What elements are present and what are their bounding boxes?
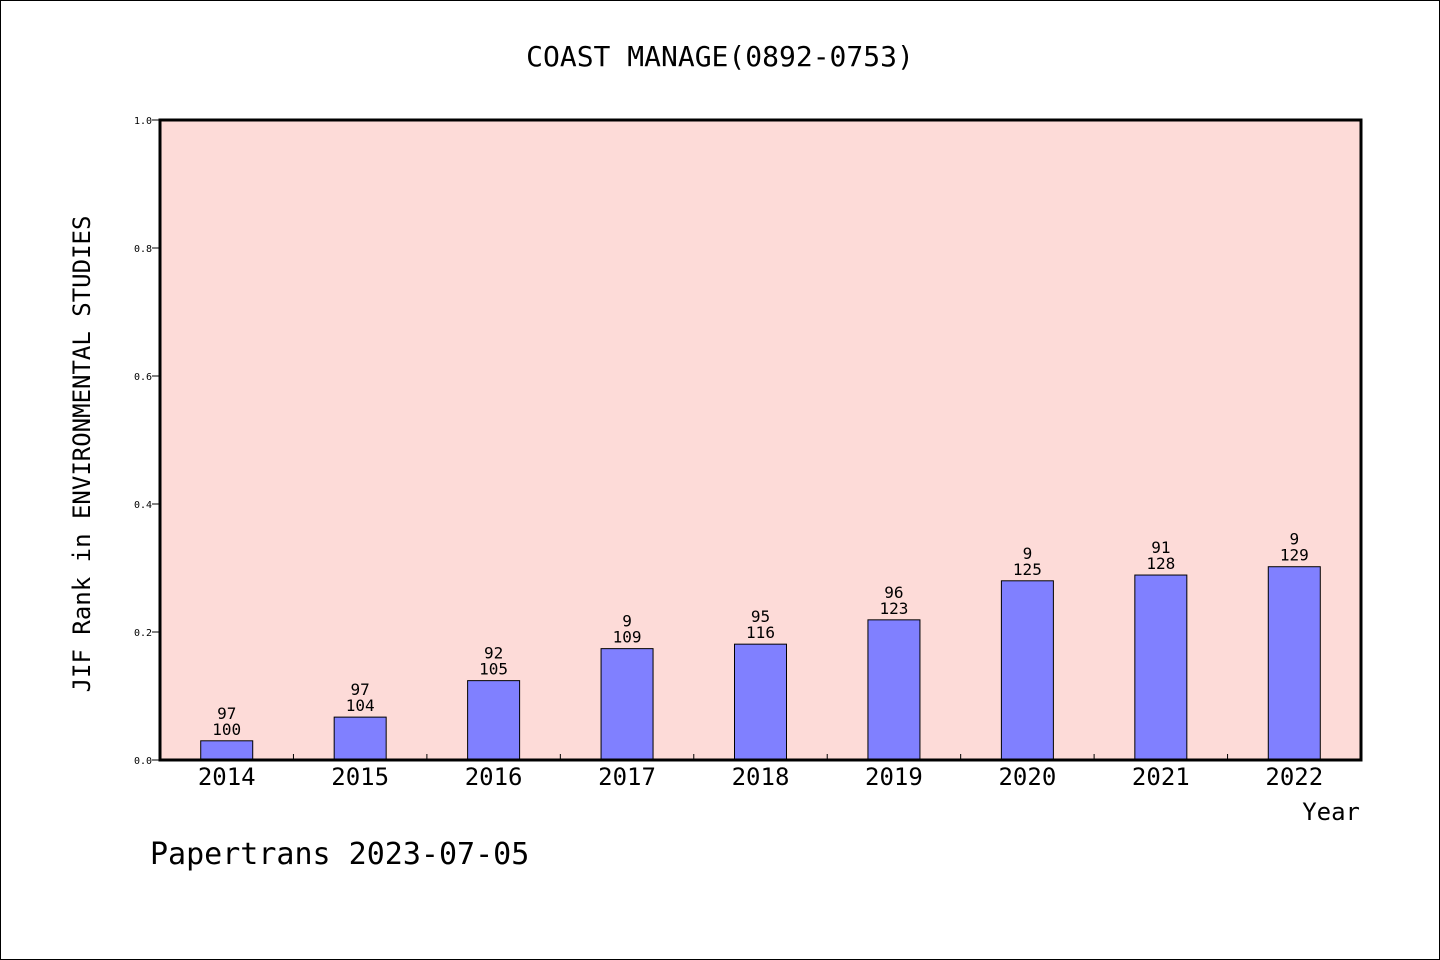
bar [467,680,521,761]
bar-label-rank: 91 [1151,538,1170,557]
x-tick-label: 2019 [865,763,923,791]
bar-label-total: 104 [346,696,375,715]
bar [600,648,654,761]
bar-label-rank: 97 [217,704,236,723]
bar-label-total: 129 [1280,546,1309,565]
x-tick-label: 2021 [1132,763,1190,791]
y-axis-label: JIF Rank in ENVIRONMENTAL STUDIES [68,216,96,693]
y-tick-label: 0.4 [134,500,152,511]
x-tick-label: 2016 [465,763,523,791]
y-tick-label: 0.8 [134,244,152,255]
bar [1134,574,1188,761]
bar-label-total: 116 [746,623,775,642]
y-tick-label: 1.0 [134,116,152,127]
bar [200,740,254,761]
bar-label-rank: 9 [622,612,632,631]
y-tick-label: 0.2 [134,628,152,639]
bar-label-total: 100 [212,720,241,739]
bar-label-total: 123 [879,599,908,618]
y-tick-label: 0.0 [134,756,152,767]
x-tick-label: 2014 [198,763,256,791]
bar [1267,566,1321,761]
bar [333,716,387,761]
bar-label-rank: 95 [751,607,770,626]
bar-label-rank: 92 [484,644,503,663]
bar [1000,580,1054,761]
y-tick-label: 0.6 [134,372,152,383]
bar-label-rank: 9 [1289,530,1299,549]
bar-label-rank: 9 [1023,544,1033,563]
bar-label-rank: 97 [351,680,370,699]
x-tick-label: 2018 [732,763,790,791]
x-tick-label: 2015 [331,763,389,791]
x-tick-label: 2022 [1265,763,1323,791]
bar-label-total: 105 [479,660,508,679]
bars: 9710097104921059109951169612391259112891… [200,530,1321,761]
bar-label-total: 125 [1013,560,1042,579]
chart-title: COAST MANAGE(0892-0753) [526,40,914,73]
bar [734,643,787,761]
plot-border [158,118,1363,762]
bar [867,619,921,761]
x-axis-label: Year [1302,798,1360,826]
x-tick-label: 2017 [598,763,656,791]
bar-label-total: 109 [613,628,642,647]
bar-label-rank: 96 [884,583,903,602]
footer-credit: Papertrans 2023-07-05 [150,837,529,872]
y-axis: 0.0 0.2 0.4 0.6 0.8 1.0 [134,116,160,767]
bar-label-total: 128 [1146,554,1175,573]
x-tick-label: 2020 [998,763,1056,791]
x-axis: 2014 2015 2016 2017 2018 2019 2020 2021 2022 [198,754,1323,791]
